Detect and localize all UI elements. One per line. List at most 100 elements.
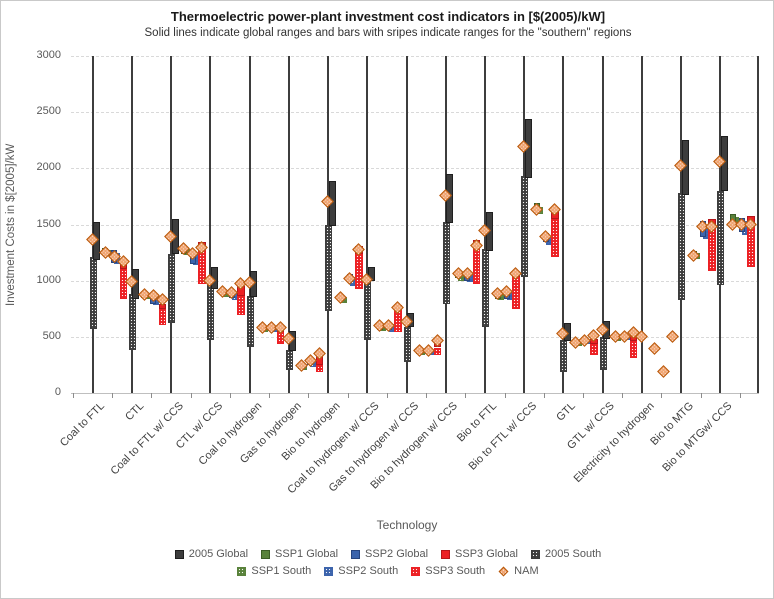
x-tick xyxy=(739,393,741,398)
legend-marker-nam xyxy=(498,566,509,576)
legend-marker-ssp3g xyxy=(441,549,451,559)
x-tick xyxy=(112,393,114,398)
y-tick-label: 0 xyxy=(54,386,61,398)
plot-right-border xyxy=(757,56,759,393)
range-bar-ssp3s xyxy=(315,364,324,372)
legend-row: 2005 Global SSP1 Global SSP2 Global SSP3 Gl… xyxy=(174,548,601,560)
legend: 2005 Global SSP1 Global SSP2 Global SSP3 Gl… xyxy=(1,548,773,577)
x-tick xyxy=(661,393,663,398)
range-bar-s2005 xyxy=(168,254,176,324)
legend-item: SSP1 Global xyxy=(261,548,338,560)
legend-label: 2005 South xyxy=(545,548,602,560)
x-axis-line xyxy=(71,393,759,394)
gridline xyxy=(71,280,759,282)
y-tick-label: 3000 xyxy=(36,49,61,61)
x-tick xyxy=(386,393,388,398)
range-bar-s2005 xyxy=(482,249,489,327)
legend-item: NAM xyxy=(498,565,539,577)
range-bar-s2005 xyxy=(89,257,97,329)
x-tick xyxy=(269,393,271,398)
gridline xyxy=(71,336,759,338)
range-bar-ssp3s xyxy=(551,218,559,258)
legend-label: 2005 Global xyxy=(188,548,249,560)
legend-item: SSP2 Global xyxy=(351,548,428,560)
legend-row: SSP1 South SSP2 South SSP3 South NAM xyxy=(237,565,539,577)
category-line xyxy=(130,56,133,393)
x-category-label: Electricity to hydrogen xyxy=(571,400,657,486)
legend-marker-ssp2g xyxy=(351,549,361,559)
y-tick-label: 1500 xyxy=(36,217,61,230)
range-bar-s2005 xyxy=(442,222,450,304)
nam-marker xyxy=(657,365,670,379)
nam-marker xyxy=(687,249,701,262)
y-tick-label: 2500 xyxy=(36,105,61,118)
x-tick xyxy=(582,393,584,398)
legend-item: SSP1 South xyxy=(237,565,311,577)
x-category-label: Coal to FTL w/ CCS xyxy=(108,400,186,478)
category-line xyxy=(170,56,173,393)
category-line xyxy=(366,56,369,393)
range-bar-s2005 xyxy=(560,340,568,373)
x-tick xyxy=(426,393,428,398)
category-line xyxy=(640,56,643,393)
x-tick xyxy=(347,393,349,398)
nam-marker xyxy=(530,203,544,217)
x-category-label: GTL xyxy=(554,400,578,424)
legend-marker-ssp2s xyxy=(324,566,334,576)
range-bar-s2005 xyxy=(678,193,686,300)
range-bar-s2005 xyxy=(325,224,333,311)
x-category-label: CTL xyxy=(123,400,147,424)
x-tick xyxy=(504,393,506,398)
range-bar-s2005 xyxy=(521,176,529,278)
category-line xyxy=(287,56,290,393)
x-tick xyxy=(308,393,310,398)
y-tick-label: 1000 xyxy=(36,273,61,286)
range-bar-s2005 xyxy=(599,336,607,370)
range-bar-ssp3s xyxy=(119,269,128,299)
legend-item: SSP3 South xyxy=(411,565,485,577)
range-bar-ssp3s xyxy=(433,347,442,355)
range-bar-s2005 xyxy=(207,284,215,341)
chart-title: Thermoelectric power-plant investment co… xyxy=(170,9,606,24)
legend-label: SSP2 Global xyxy=(365,548,429,560)
x-tick xyxy=(73,393,74,398)
legend-marker-ssp1s xyxy=(237,566,247,576)
gridline xyxy=(71,112,759,114)
range-bar-ssp3s xyxy=(708,228,716,271)
legend-marker-g2005 xyxy=(174,549,184,559)
legend-label: SSP1 South xyxy=(251,565,312,577)
gridline xyxy=(71,168,759,170)
range-bar-ssp3s xyxy=(472,248,481,285)
category-line xyxy=(248,56,251,393)
legend-item: SSP3 Global xyxy=(441,548,518,560)
legend-marker-ssp3s xyxy=(411,566,421,576)
legend-marker-s2005 xyxy=(531,549,540,559)
range-bar-ssp3s xyxy=(629,340,638,359)
legend-item: 2005 Global xyxy=(174,548,249,560)
legend-item: SSP2 South xyxy=(324,565,398,577)
x-tick xyxy=(190,393,192,398)
category-line xyxy=(91,56,94,393)
legend-label: SSP1 Global xyxy=(275,548,339,560)
range-bar-s2005 xyxy=(364,279,372,341)
legend-label: NAM xyxy=(514,565,539,577)
legend-item: 2005 South xyxy=(531,548,601,560)
range-bar-s2005 xyxy=(403,326,411,362)
x-tick xyxy=(700,393,702,398)
x-tick xyxy=(622,393,624,398)
range-bar-s2005 xyxy=(717,190,725,286)
range-bar-ssp3s xyxy=(355,253,363,289)
chart-subtitle: Solid lines indicate global ranges and b… xyxy=(144,27,632,39)
nam-marker xyxy=(666,330,679,344)
category-line xyxy=(562,56,565,393)
x-tick xyxy=(229,393,231,398)
gridline xyxy=(71,224,759,226)
nam-marker xyxy=(648,341,661,355)
legend-label: SSP2 South xyxy=(338,565,399,577)
legend-label: SSP3 South xyxy=(425,565,486,577)
legend-marker-ssp1g xyxy=(261,549,271,559)
y-tick-label: 500 xyxy=(42,329,61,342)
x-tick xyxy=(151,393,153,398)
range-bar-ssp3s xyxy=(237,296,245,316)
category-line xyxy=(405,56,408,393)
